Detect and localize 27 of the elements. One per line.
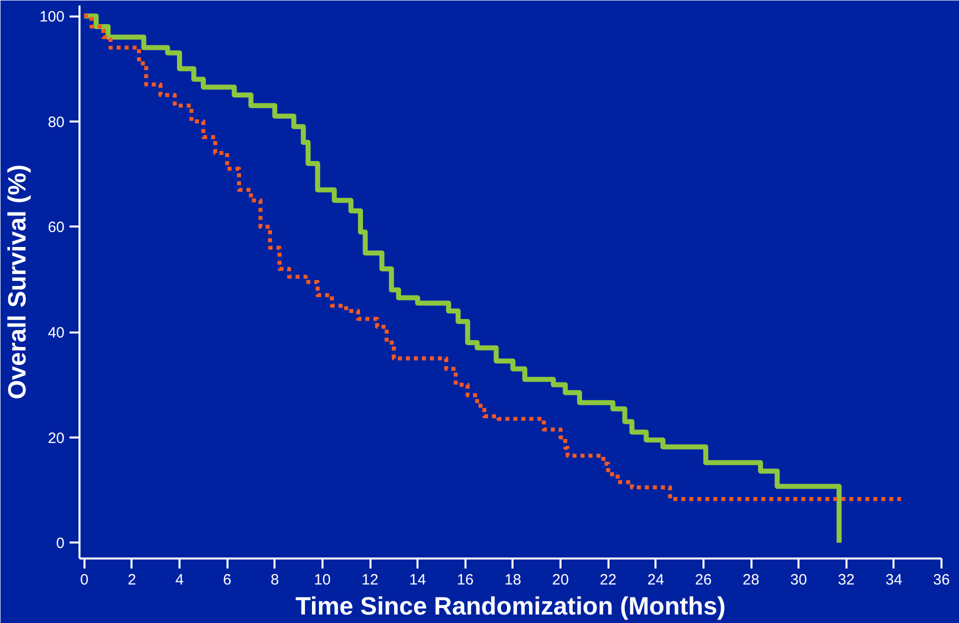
y-tick-label: 100 [39,8,65,26]
x-tick-label: 6 [222,572,232,588]
y-axis-title: Overall Survival (%) [3,164,32,400]
x-tick-label: 10 [314,572,331,588]
x-tick-label: 2 [128,572,136,588]
x-tick-label: 20 [552,572,569,588]
y-tick-label: 60 [48,219,65,236]
x-tick-label: 18 [504,572,522,588]
x-tick-label: 12 [362,572,378,588]
y-tick-label: 80 [48,114,65,131]
y-tick-label: 0 [56,535,64,552]
x-tick-label: 30 [790,572,807,588]
x-tick-label: 28 [742,572,760,588]
x-axis-title: Time Since Randomization (Months) [295,592,726,620]
y-tick-label: 20 [48,430,65,447]
x-tick-label: 8 [270,572,279,588]
x-tick-label: 34 [886,572,902,588]
y-tick-label: 40 [48,324,65,342]
x-tick-label: 36 [933,572,950,588]
x-tick-label: 24 [647,572,664,588]
x-tick-label: 14 [409,572,426,588]
x-tick-label: 26 [695,572,712,588]
x-tick-label: 0 [80,572,88,588]
x-tick-label: 22 [600,572,616,588]
x-tick-label: 4 [175,572,184,588]
x-tick-label: 32 [838,572,855,588]
x-tick-label: 16 [456,572,474,588]
